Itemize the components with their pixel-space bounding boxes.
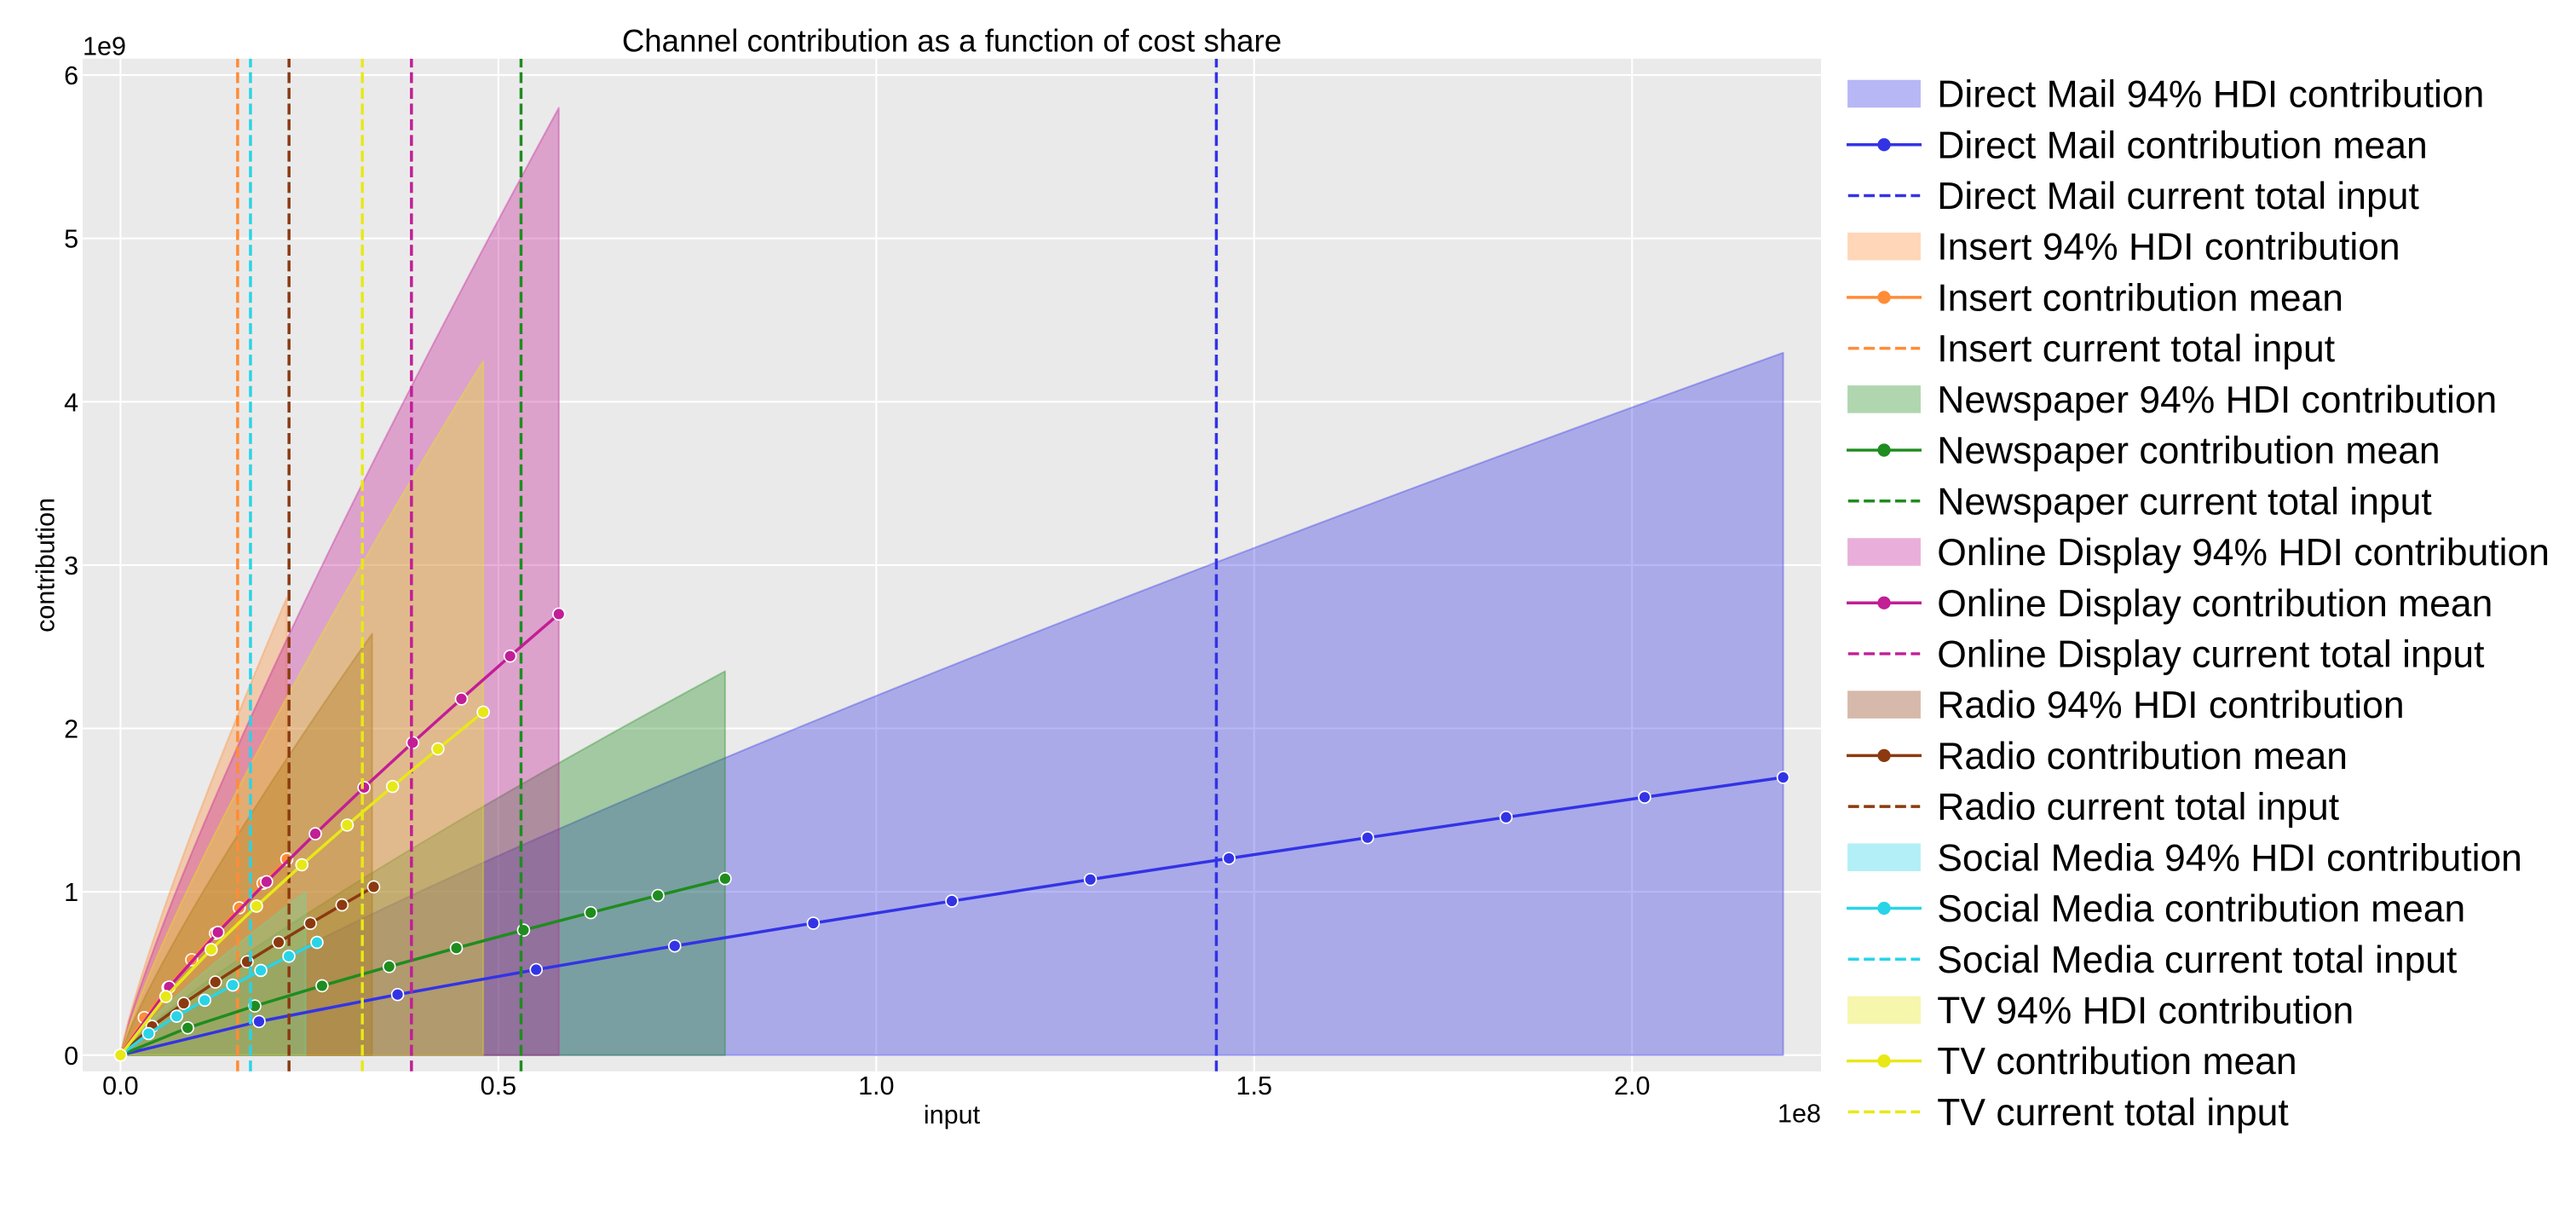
svg-text:Social Media 94% HDI contribut: Social Media 94% HDI contribution [1937, 837, 2522, 879]
svg-text:Social Media current total inp: Social Media current total input [1937, 939, 2458, 981]
svg-text:Radio current total input: Radio current total input [1937, 787, 2339, 829]
svg-text:1: 1 [64, 878, 78, 907]
svg-text:Insert 94% HDI contribution: Insert 94% HDI contribution [1937, 227, 2400, 269]
svg-text:Insert current total input: Insert current total input [1937, 328, 2335, 370]
svg-text:6: 6 [64, 61, 78, 90]
svg-text:1.5: 1.5 [1236, 1071, 1272, 1100]
svg-text:0: 0 [64, 1042, 78, 1071]
svg-text:Radio contribution mean: Radio contribution mean [1937, 736, 2348, 777]
svg-text:3: 3 [64, 552, 78, 581]
svg-text:0.5: 0.5 [481, 1071, 516, 1100]
svg-text:Insert contribution mean: Insert contribution mean [1937, 277, 2343, 319]
svg-text:Online Display 94% HDI contrib: Online Display 94% HDI contribution [1937, 532, 2550, 574]
svg-text:2.0: 2.0 [1614, 1071, 1650, 1100]
svg-text:Newspaper current total input: Newspaper current total input [1937, 481, 2432, 523]
svg-text:1e9: 1e9 [83, 32, 126, 61]
svg-text:1e8: 1e8 [1778, 1100, 1821, 1129]
svg-text:1.0: 1.0 [858, 1071, 894, 1100]
svg-text:0.0: 0.0 [102, 1071, 138, 1100]
svg-text:TV current total input: TV current total input [1937, 1092, 2289, 1134]
svg-text:Online Display current total i: Online Display current total input [1937, 633, 2485, 675]
svg-text:Radio 94% HDI contribution: Radio 94% HDI contribution [1937, 684, 2404, 726]
svg-text:Direct Mail contribution mean: Direct Mail contribution mean [1937, 124, 2427, 166]
svg-text:input: input [924, 1100, 981, 1129]
svg-text:Direct Mail 94% HDI contributi: Direct Mail 94% HDI contribution [1937, 74, 2484, 116]
svg-text:contribution: contribution [31, 498, 60, 632]
svg-text:TV 94% HDI contribution: TV 94% HDI contribution [1937, 991, 2354, 1032]
svg-text:5: 5 [64, 225, 78, 254]
svg-text:Online Display contribution me: Online Display contribution mean [1937, 583, 2492, 625]
svg-text:Channel contribution as a func: Channel contribution as a function of co… [622, 24, 1282, 59]
svg-text:Social Media contribution mean: Social Media contribution mean [1937, 888, 2465, 930]
svg-text:2: 2 [64, 715, 78, 744]
svg-text:Newspaper 94% HDI contribution: Newspaper 94% HDI contribution [1937, 379, 2497, 421]
svg-text:Newspaper contribution mean: Newspaper contribution mean [1937, 430, 2440, 472]
svg-text:Direct Mail current total inpu: Direct Mail current total input [1937, 176, 2419, 217]
svg-text:TV contribution mean: TV contribution mean [1937, 1041, 2297, 1083]
svg-text:4: 4 [64, 388, 78, 417]
